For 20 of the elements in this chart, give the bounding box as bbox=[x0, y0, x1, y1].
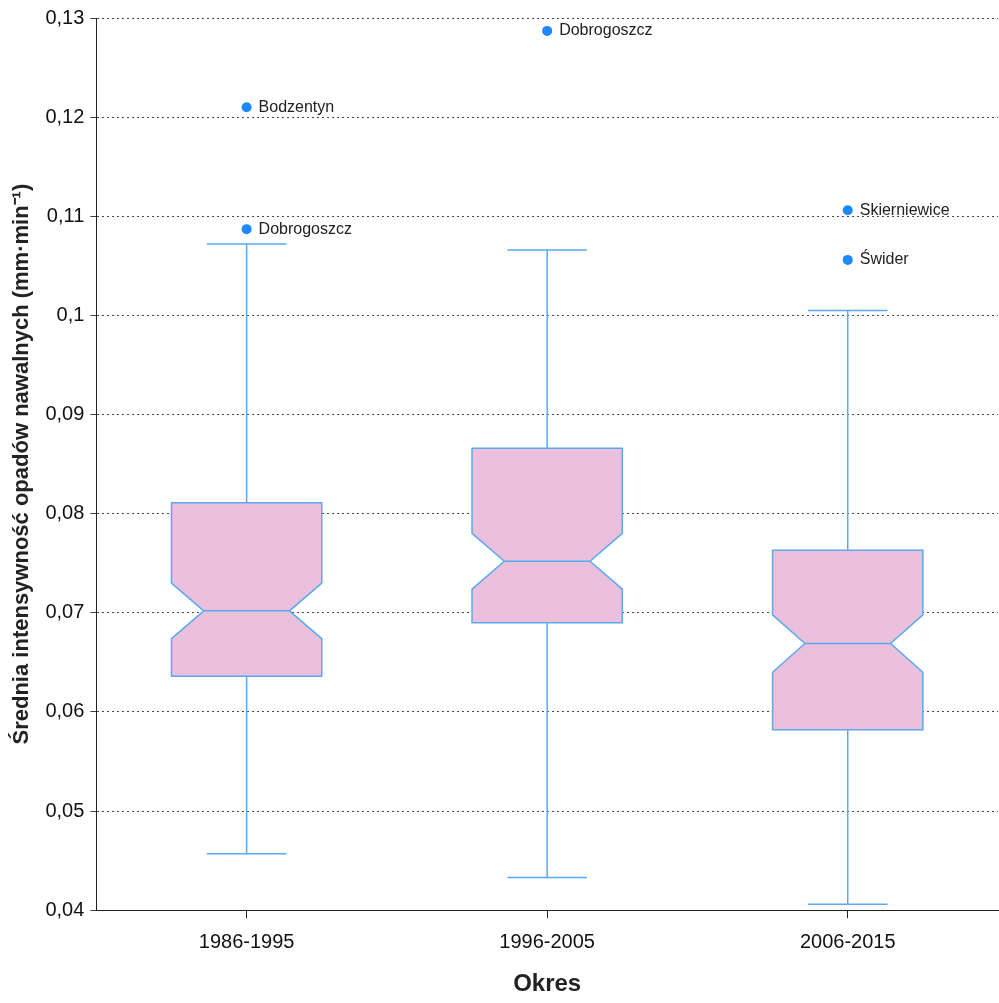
y-tick-label: 0,11 bbox=[46, 203, 85, 226]
y-tick-label: 0,08 bbox=[45, 501, 85, 524]
y-tick-label: 0,13 bbox=[45, 5, 85, 28]
x-axis-title: Okres bbox=[513, 969, 582, 997]
annotation: Skierniewice bbox=[859, 200, 950, 218]
y-tick-label: 0,07 bbox=[45, 600, 85, 623]
y-tick-label: 0,06 bbox=[45, 699, 85, 722]
x-tick-label: 1986-1995 bbox=[198, 929, 295, 952]
y-tick-label: 0,04 bbox=[45, 897, 85, 920]
annotation: Bodzentyn bbox=[258, 97, 335, 115]
y-tick-label: 0,1 bbox=[56, 302, 85, 325]
x-tick-label: 1996-2005 bbox=[499, 929, 595, 952]
y-tick-label: 0,05 bbox=[45, 798, 85, 821]
annotation: Świder bbox=[859, 249, 910, 268]
y-tick-label: 0,12 bbox=[45, 104, 85, 127]
x-tick-label: 2006-2015 bbox=[799, 929, 896, 952]
annotation: Dobrogoszcz bbox=[559, 21, 653, 39]
annotation: Dobrogoszcz bbox=[258, 219, 352, 237]
y-axis-title: Średnia intensywność opadów nawalnych (mm·min⁻¹) bbox=[8, 183, 34, 745]
y-tick-label: 0,09 bbox=[45, 402, 85, 425]
